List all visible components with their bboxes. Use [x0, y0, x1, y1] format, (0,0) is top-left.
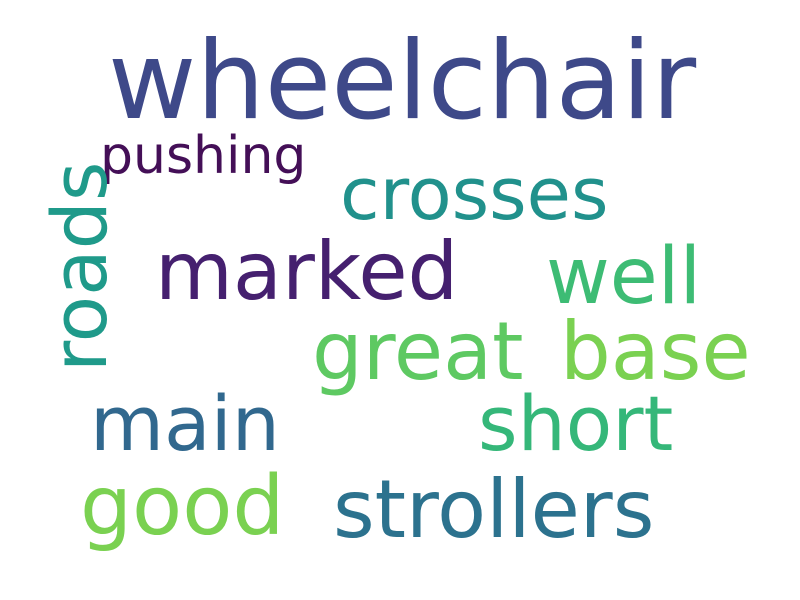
word-well: well: [546, 232, 702, 322]
word-pushing: pushing: [100, 126, 307, 186]
word-wheelchair: wheelchair: [108, 19, 697, 144]
word-base: base: [560, 305, 751, 398]
word-short: short: [478, 379, 674, 468]
word-good: good: [80, 459, 285, 554]
word-marked: marked: [155, 225, 459, 318]
word-great: great: [312, 305, 524, 398]
word-crosses: crosses: [340, 152, 609, 236]
word-strollers: strollers: [333, 463, 655, 556]
word-roads: roads: [35, 161, 124, 372]
word-main: main: [90, 379, 280, 468]
